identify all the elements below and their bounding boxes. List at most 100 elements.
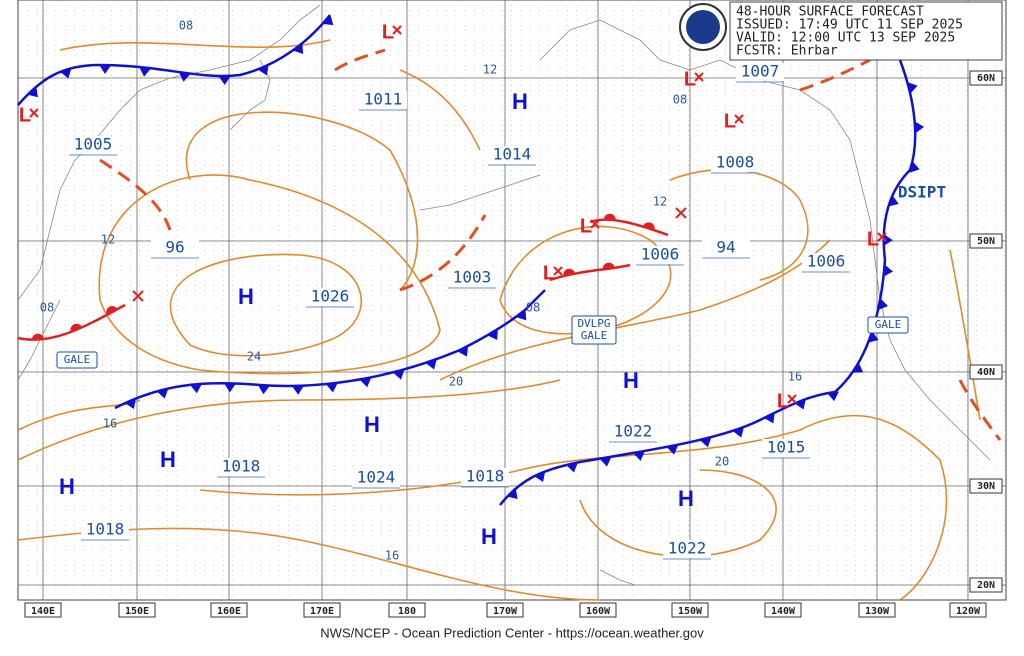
front-symbol (139, 66, 152, 77)
front-symbol (883, 264, 894, 277)
pressure-label: 1003 (453, 268, 492, 287)
pressure-label: 1026 (311, 287, 350, 306)
pressure-label: 1006 (807, 252, 846, 271)
lon-label-box (210, 602, 248, 618)
isobar-label: 12 (653, 195, 667, 209)
dissipating-label: DSIPT (898, 183, 946, 202)
low-x (29, 108, 39, 118)
front-symbol (70, 323, 82, 333)
lat-label-box (969, 233, 1003, 249)
header-box (729, 1, 1003, 61)
pressure-label-bg (663, 540, 711, 558)
high-center: H (481, 524, 497, 549)
trough (799, 58, 871, 92)
lon-label: 180 (398, 606, 416, 617)
pressure-label: 1007 (741, 62, 780, 81)
front-symbol (633, 450, 645, 461)
pressure-label-bg (702, 239, 750, 257)
pressure-label-bg (736, 63, 784, 81)
front-symbol (425, 359, 437, 370)
warm-front (589, 218, 669, 237)
cold-front (17, 14, 331, 106)
isobar-label: 12 (101, 233, 115, 247)
low-x (694, 72, 704, 82)
front-symbol (732, 427, 744, 438)
pressure-label: 1018 (466, 467, 505, 486)
pressure-label-bg (448, 269, 496, 287)
pressure-label: 1015 (767, 438, 806, 457)
low-x (877, 232, 887, 242)
isobar (499, 225, 672, 335)
header-line: ISSUED: 17:49 UTC 11 SEP 2025 (736, 18, 963, 33)
front-symbol (868, 331, 879, 343)
front-symbol (291, 385, 304, 395)
pressure-label: 1006 (641, 245, 680, 264)
lon-label-box (949, 602, 987, 618)
lon-label: 140E (31, 606, 55, 617)
isobar-label: 12 (483, 63, 497, 77)
front-symbol (27, 86, 38, 98)
front-symbol (292, 43, 304, 54)
lat-label-box (969, 478, 1003, 494)
isobar-label: 24 (247, 350, 261, 364)
front-symbol (563, 268, 576, 277)
front-symbol (59, 68, 72, 79)
front-symbol (457, 345, 469, 357)
front-symbol (827, 391, 839, 402)
front-symbol (392, 369, 405, 380)
front-symbol (602, 262, 615, 270)
footer: NWS/NCEP - Ocean Prediction Center - htt… (320, 625, 704, 640)
isobar (17, 379, 561, 461)
aleutians (419, 174, 541, 211)
front-symbol (156, 388, 169, 399)
cold-front (882, 59, 917, 261)
low-x (132, 207, 687, 302)
front-symbol (763, 412, 775, 424)
pressure-label-bg (609, 423, 657, 441)
pressure-label: 1014 (493, 145, 532, 164)
lon-label: 160W (586, 606, 611, 617)
header-line: FCSTR: Ehrbar (736, 44, 838, 59)
front-symbol (888, 195, 899, 207)
lon-label-box (388, 602, 426, 618)
pressure-label-bg (802, 253, 850, 271)
header-line: VALID: 12:00 UTC 13 SEP 2025 (736, 31, 955, 46)
front-symbol (909, 161, 920, 173)
low-x (787, 394, 797, 404)
front-symbol (878, 298, 889, 311)
lon-label: 170E (310, 606, 334, 617)
pressure-label-bg (359, 91, 407, 109)
isobar-label: 16 (788, 370, 802, 384)
high-center: H (678, 486, 694, 511)
low-center: L (777, 390, 789, 412)
isobar (186, 111, 419, 291)
front-symbol (322, 14, 334, 26)
low-center: L (580, 215, 592, 237)
pressure-label: 1008 (716, 153, 755, 172)
isobar-label: 08 (526, 301, 540, 315)
high-center: H (623, 368, 639, 393)
lon-label: 130W (865, 606, 890, 617)
cold-front (114, 289, 546, 410)
high-center: H (238, 284, 254, 309)
isobar (949, 249, 981, 421)
pressure-label-bg (636, 246, 684, 264)
front-symbol (852, 362, 864, 373)
front-symbol (516, 309, 527, 321)
gale-warning-box (867, 316, 909, 334)
lat-label: 40N (977, 367, 995, 378)
pressure-label-bg (352, 469, 400, 487)
pressure-label-bg (488, 146, 536, 164)
isobar (98, 174, 441, 375)
pressure-label-bg (151, 239, 199, 257)
header-line: 48-HOUR SURFACE FORECAST (736, 5, 924, 20)
front-symbol (643, 222, 655, 231)
lat-label: 20N (977, 580, 995, 591)
front-symbol (124, 398, 136, 410)
developing-gale: GALE (581, 329, 608, 342)
lon-label: 120W (956, 606, 981, 617)
fronts (17, 14, 1002, 506)
hawaii (599, 569, 636, 586)
lon-label-box (858, 602, 896, 618)
